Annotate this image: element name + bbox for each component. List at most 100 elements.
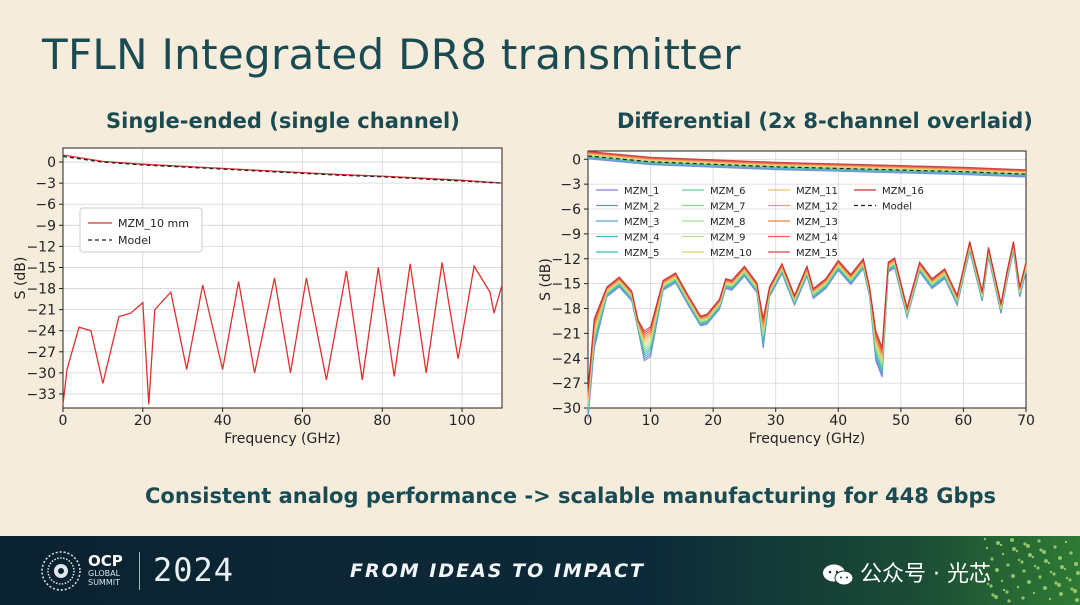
- decorative-dot: [1026, 544, 1030, 548]
- decorative-dot: [1052, 572, 1056, 576]
- decorative-dot: [1069, 551, 1073, 555]
- decorative-dots-icon: [983, 537, 1080, 603]
- legend-label: MZM_9: [710, 233, 745, 244]
- decorative-dot: [984, 573, 988, 577]
- event-year: 2024: [153, 551, 235, 589]
- legend-label: MZM_8: [710, 217, 745, 228]
- decorative-dot: [1068, 578, 1072, 582]
- decorative-dot: [989, 584, 993, 588]
- x-tick-label: 100: [449, 413, 476, 429]
- decorative-dot: [1016, 585, 1020, 589]
- legend-label: MZM_10: [710, 248, 752, 259]
- decorative-dot: [1060, 565, 1064, 569]
- decorative-dot: [1039, 548, 1043, 552]
- decorative-dot: [1036, 566, 1040, 570]
- x-tick-label: 70: [1017, 413, 1035, 429]
- slide-title: TFLN Integrated DR8 transmitter: [42, 30, 741, 79]
- decorative-dot: [1011, 574, 1015, 578]
- x-tick-label: 0: [59, 413, 68, 429]
- y-tick-label: −21: [26, 303, 56, 319]
- decorative-dot: [1054, 581, 1058, 585]
- legend: MZM_10 mm Model: [79, 207, 203, 253]
- decorative-dot: [1076, 571, 1080, 575]
- decorative-dot: [1002, 588, 1006, 592]
- decorative-dot: [991, 593, 995, 597]
- decorative-dot: [1059, 592, 1063, 596]
- decorative-dot: [1065, 576, 1069, 580]
- decorative-dot: [1073, 589, 1077, 593]
- decorative-dot: [999, 543, 1003, 547]
- decorative-dot: [1070, 587, 1074, 591]
- decorative-dot: [1043, 586, 1047, 590]
- decorative-dot: [1064, 540, 1068, 544]
- decorative-dot: [1022, 569, 1026, 573]
- decorative-dot: [1063, 567, 1067, 571]
- y-tick-label: −21: [551, 326, 581, 342]
- plot-area: [588, 151, 1026, 408]
- differential-chart: 0 10 20 30 40 50 60 70 0 −3 −6 −9 −12 −15 −18 −21 −24 −27…: [530, 140, 1050, 450]
- y-tick-label: 0: [572, 152, 581, 168]
- decorative-dot: [1037, 539, 1041, 543]
- plot-area: [63, 148, 502, 408]
- ocp-logo-icon: [41, 551, 81, 591]
- decorative-dot: [1020, 560, 1024, 564]
- decorative-dot: [1010, 538, 1014, 542]
- decorative-dot: [1038, 575, 1042, 579]
- y-tick-label: −3: [560, 177, 581, 193]
- legend-label: Model: [882, 202, 912, 213]
- tagline: Consistent analog performance -> scalabl…: [145, 484, 997, 508]
- right-chart-heading: Differential (2x 8-channel overlaid): [617, 109, 1033, 133]
- ocp-global: GLOBAL: [88, 569, 121, 578]
- plot-frame: [587, 150, 1027, 409]
- decorative-dot: [1027, 580, 1031, 584]
- ocp-wordmark: OCP GLOBAL SUMMIT: [88, 552, 123, 588]
- decorative-dot: [1074, 562, 1078, 566]
- y-tick-label: −24: [551, 351, 581, 367]
- x-tick-label: 60: [955, 413, 973, 429]
- legend-label: MZM_4: [624, 233, 659, 244]
- y-tick-label: −27: [26, 345, 56, 361]
- decorative-dot: [1001, 552, 1005, 556]
- decorative-dot: [986, 582, 990, 586]
- legend-label: MZM_13: [796, 217, 838, 228]
- x-axis-label: Frequency (GHz): [224, 431, 340, 447]
- plot-frame: [62, 147, 503, 409]
- x-tick-label: 30: [767, 413, 785, 429]
- single-ended-chart: 0 20 40 60 80 100 0 −3 −6 −9 −12 −15 −18 −21 −24 −27 −30…: [0, 140, 512, 450]
- decorative-dot: [1000, 579, 1004, 583]
- y-tick-label: −30: [551, 401, 581, 417]
- decorative-dot: [1057, 583, 1061, 587]
- footer-banner: OCP GLOBAL SUMMIT 2024 FROM IDEAS TO IMP…: [0, 536, 1080, 605]
- decorative-dot: [1044, 559, 1048, 563]
- decorative-dot: [1006, 563, 1010, 567]
- x-tick-label: 80: [373, 413, 391, 429]
- decorative-dot: [1028, 553, 1032, 557]
- legend-box: [79, 207, 203, 253]
- y-tick-label: −6: [560, 202, 581, 218]
- y-tick-label: −33: [26, 387, 56, 403]
- decorative-dot: [996, 541, 1000, 545]
- legend-label: MZM_3: [624, 217, 659, 228]
- x-tick-label: 50: [892, 413, 910, 429]
- y-tick-label: −6: [35, 197, 56, 213]
- decorative-dot: [1047, 561, 1051, 565]
- legend-label: MZM_15: [796, 248, 838, 259]
- decorative-dot: [1032, 591, 1036, 595]
- legend-label: MZM_16: [882, 186, 924, 197]
- ocp-name: OCP: [88, 552, 123, 570]
- decorative-dot: [1023, 542, 1027, 546]
- decorative-dot: [990, 557, 994, 561]
- y-tick-label: −18: [26, 282, 56, 298]
- decorative-dot: [1012, 547, 1016, 551]
- y-tick-label: −15: [26, 260, 56, 276]
- decorative-dot: [1033, 564, 1037, 568]
- x-tick-label: 40: [829, 413, 847, 429]
- decorative-dot: [1058, 556, 1062, 560]
- y-tick-label: −3: [35, 176, 56, 192]
- y-axis-label: S (dB): [538, 258, 554, 301]
- series-line: [62, 155, 503, 184]
- legend-label: MZM_12: [796, 202, 838, 213]
- legend: MZM_1 MZM_2 MZM_3 MZM_4 MZM_5 MZM_6 MZM_7 MZM_8…: [596, 186, 924, 259]
- decorative-dot: [983, 537, 987, 541]
- legend-label: MZM_6: [710, 186, 745, 197]
